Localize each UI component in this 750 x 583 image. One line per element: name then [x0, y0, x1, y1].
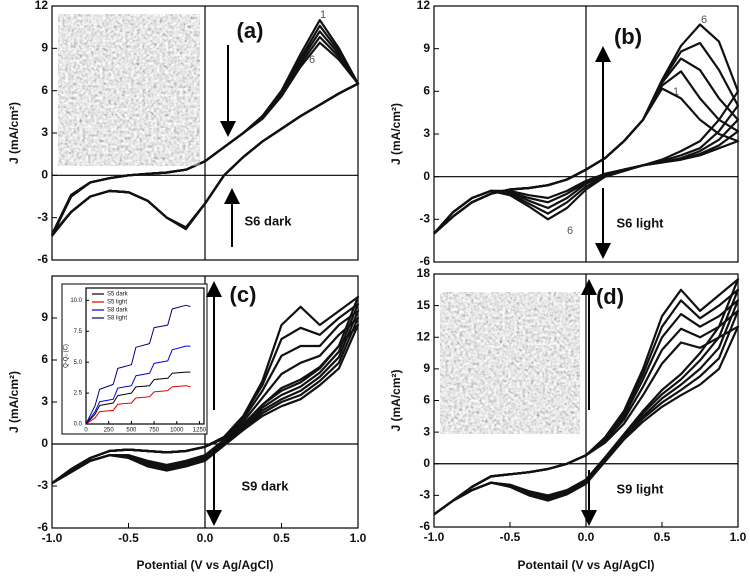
y-axis-label: J (mA/cm²): [7, 102, 21, 164]
x-axis-label: Potentail (V vs Ag/AgCl): [518, 558, 655, 572]
curve: [85, 385, 191, 425]
y-tick-label: 3: [423, 126, 430, 140]
x-tick-label: 1.0: [730, 530, 747, 544]
panel-label: (d): [596, 284, 624, 309]
annotation: 1: [673, 86, 679, 98]
annotation: 6: [309, 54, 315, 66]
legend-label: S8 dark: [107, 308, 129, 314]
y-tick-label: 12: [417, 329, 431, 343]
y-tick-label: 0: [41, 436, 48, 450]
y-tick-label: -3: [419, 212, 430, 226]
curve: [85, 371, 191, 425]
y-tick-label: 15: [417, 298, 431, 312]
inset-background: [61, 283, 208, 435]
x-tick-label: 0.5: [654, 530, 671, 544]
y-tick-label: 2.5: [74, 391, 83, 397]
y-tick-label: -6: [37, 252, 48, 266]
curve: [51, 323, 360, 485]
x-tick-label: 1000: [170, 428, 184, 434]
x-tick-label: 250: [104, 428, 115, 434]
panel-label: (b): [614, 24, 642, 49]
y-tick-label: 6: [41, 83, 48, 97]
annotation: 6: [701, 14, 707, 26]
y-tick-label: -6: [419, 254, 430, 268]
annotation: 6: [567, 225, 573, 237]
legend-label: S5 light: [107, 300, 127, 306]
y-tick-label: 9: [41, 310, 48, 324]
panel-label: (c): [230, 282, 257, 307]
y-axis-label: Q-Q₀ (C): [64, 344, 70, 368]
curve: [51, 41, 360, 236]
x-tick-label: 750: [149, 428, 160, 434]
legend-label: S8 light: [107, 316, 127, 322]
x-tick-label: 0.0: [578, 530, 595, 544]
annotation: 1: [320, 9, 326, 21]
y-tick-label: 10.0: [70, 298, 82, 304]
y-tick-label: 5.0: [74, 360, 83, 366]
x-tick-label: -0.5: [118, 531, 139, 545]
curve: [85, 345, 191, 425]
annotation: S6 dark: [245, 213, 293, 228]
sem-image: [58, 14, 200, 166]
legend-label: S5 dark: [107, 292, 129, 298]
y-tick-label: 6: [423, 393, 430, 407]
plot-frame: [85, 287, 205, 425]
y-tick-label: 0.0: [74, 422, 83, 428]
x-tick-label: 0.0: [197, 531, 214, 545]
y-tick-label: 6: [41, 352, 48, 366]
y-tick-label: 0: [41, 168, 48, 182]
y-tick-label: 7.5: [74, 329, 83, 335]
x-tick-label: 1250: [193, 428, 207, 434]
y-tick-label: 0: [423, 169, 430, 183]
x-tick-label: 0.5: [273, 531, 290, 545]
sem-image: [440, 292, 580, 434]
y-axis-label: J (mA/cm²): [389, 103, 403, 165]
curve: [433, 23, 740, 235]
x-tick-label: -0.5: [500, 530, 521, 544]
x-axis-label: Potential (V vs Ag/AgCl): [137, 558, 274, 572]
y-tick-label: -6: [37, 520, 48, 534]
y-tick-label: 0: [423, 456, 430, 470]
curve: [433, 325, 740, 516]
x-tick-label: -1.0: [42, 531, 63, 545]
x-tick-label: -1.0: [424, 530, 445, 544]
y-tick-label: 9: [423, 361, 430, 375]
panel-label: (a): [237, 18, 264, 43]
y-tick-label: 3: [41, 125, 48, 139]
annotation: S9 dark: [242, 478, 290, 493]
curve: [85, 304, 191, 425]
y-tick-label: -3: [419, 488, 430, 502]
y-tick-label: 3: [423, 424, 430, 438]
x-tick-label: 0: [84, 428, 88, 434]
y-tick-label: -3: [37, 478, 48, 492]
y-tick-label: 9: [41, 41, 48, 55]
y-axis-label: J (mA/cm²): [389, 369, 403, 431]
x-tick-label: 500: [126, 428, 137, 434]
y-tick-label: -6: [419, 519, 430, 533]
y-tick-label: 3: [41, 394, 48, 408]
y-axis-label: J (mA/cm²): [7, 371, 21, 433]
y-tick-label: 6: [423, 84, 430, 98]
y-tick-label: 18: [417, 266, 431, 280]
y-tick-label: 12: [35, 0, 49, 12]
annotation: S9 light: [617, 481, 665, 496]
annotation: S6 light: [617, 215, 665, 230]
y-tick-label: 12: [417, 0, 431, 12]
y-tick-label: 9: [423, 41, 430, 55]
y-tick-label: -3: [37, 210, 48, 224]
x-tick-label: 1.0: [350, 531, 367, 545]
